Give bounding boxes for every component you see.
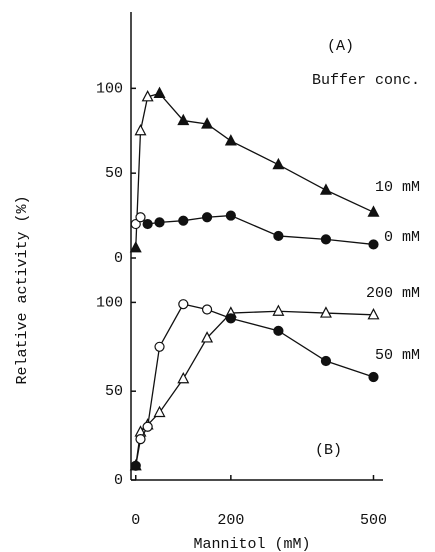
y-tick-label: 100 — [96, 80, 123, 97]
marker — [178, 215, 189, 226]
marker — [273, 325, 284, 336]
x-tick-label: 500 — [360, 512, 387, 529]
annotation: (B) — [315, 442, 342, 459]
series-label: 10 mM — [375, 179, 420, 196]
marker — [201, 331, 214, 343]
y-axis-label: Relative activity (%) — [14, 195, 31, 384]
marker — [129, 241, 142, 253]
x-tick-label: 200 — [217, 512, 244, 529]
marker — [224, 134, 237, 146]
marker — [272, 157, 285, 170]
marker — [225, 210, 236, 221]
marker — [154, 217, 165, 228]
y-tick-label: 100 — [96, 294, 123, 311]
marker — [142, 421, 153, 432]
marker — [319, 183, 332, 195]
y-tick-label: 0 — [114, 250, 123, 267]
marker — [367, 308, 380, 320]
series-line — [135, 303, 374, 466]
marker — [201, 117, 214, 129]
marker — [225, 313, 236, 324]
annotation: (A) — [327, 38, 354, 55]
marker — [201, 212, 213, 223]
marker — [135, 434, 146, 445]
marker — [135, 212, 146, 223]
series-label: 50 mM — [375, 347, 420, 364]
marker — [177, 371, 190, 384]
x-axis-label: Mannitol (mM) — [193, 536, 310, 552]
marker — [320, 234, 332, 245]
marker — [130, 218, 141, 230]
annotation: Buffer conc. — [312, 72, 420, 89]
marker — [178, 299, 189, 310]
marker — [320, 355, 332, 367]
marker — [153, 405, 166, 418]
y-tick-label: 50 — [105, 165, 123, 182]
marker — [367, 205, 380, 217]
marker — [368, 239, 379, 250]
marker — [141, 90, 154, 102]
marker — [319, 306, 332, 318]
marker — [273, 230, 284, 242]
series-label: 0 mM — [384, 229, 420, 246]
marker — [368, 371, 379, 383]
marker — [154, 341, 165, 352]
marker — [201, 304, 213, 315]
marker — [153, 86, 166, 99]
marker — [177, 113, 190, 126]
marker — [130, 460, 141, 471]
marker — [142, 218, 153, 230]
series-label: 200 mM — [366, 285, 420, 302]
x-tick-label: 0 — [131, 512, 140, 529]
marker — [272, 304, 285, 316]
series-line — [135, 214, 374, 246]
marker — [134, 123, 147, 136]
y-tick-label: 50 — [105, 383, 123, 400]
y-tick-label: 0 — [114, 472, 123, 489]
series-line — [135, 92, 374, 248]
